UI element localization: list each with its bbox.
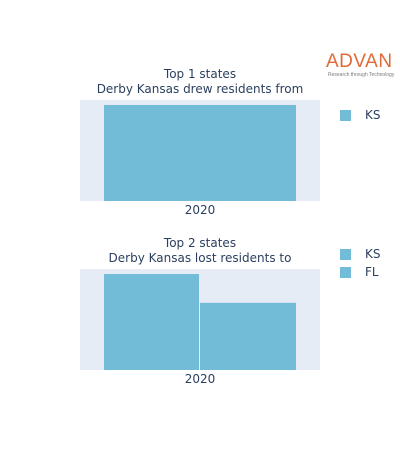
bar-fl[interactable] bbox=[200, 302, 296, 370]
legend-item-ks[interactable]: KS bbox=[340, 106, 381, 124]
chart-2-plot: 2020 bbox=[80, 269, 320, 386]
legend-swatch-ks bbox=[340, 109, 351, 121]
advan-logo: ADVAN Research through Technology bbox=[326, 51, 396, 79]
bar-ks[interactable] bbox=[104, 105, 296, 201]
chart-2-legend: KS FL bbox=[340, 245, 381, 281]
legend-label-ks: KS bbox=[365, 247, 381, 261]
legend-label-fl: FL bbox=[365, 265, 379, 279]
x-tick-label: 2020 bbox=[185, 203, 216, 217]
legend-item-fl[interactable]: FL bbox=[340, 263, 381, 281]
legend-label-ks: KS bbox=[365, 108, 381, 122]
chart-2-title-line-2: Derby Kansas lost residents to bbox=[108, 251, 292, 265]
x-tick-label: 2020 bbox=[185, 372, 216, 386]
chart-2-title-line-1: Top 2 states bbox=[163, 236, 237, 250]
chart-1-legend: KS bbox=[340, 106, 381, 124]
bar-ks[interactable] bbox=[104, 274, 199, 370]
chart-1-title: Top 1 states Derby Kansas drew residents… bbox=[80, 67, 320, 97]
legend-swatch-ks bbox=[340, 248, 351, 260]
chart-2-title: Top 2 states Derby Kansas lost residents… bbox=[80, 236, 320, 266]
chart-1-title-line-1: Top 1 states bbox=[163, 67, 237, 81]
legend-swatch-fl bbox=[340, 266, 351, 278]
chart-1-plot: 2020 bbox=[80, 100, 320, 217]
chart-1-title-line-2: Derby Kansas drew residents from bbox=[96, 82, 304, 96]
legend-item-ks[interactable]: KS bbox=[340, 245, 381, 263]
logo-tagline: Research through Technology bbox=[328, 72, 395, 78]
logo-wordmark: ADVAN bbox=[326, 51, 393, 72]
